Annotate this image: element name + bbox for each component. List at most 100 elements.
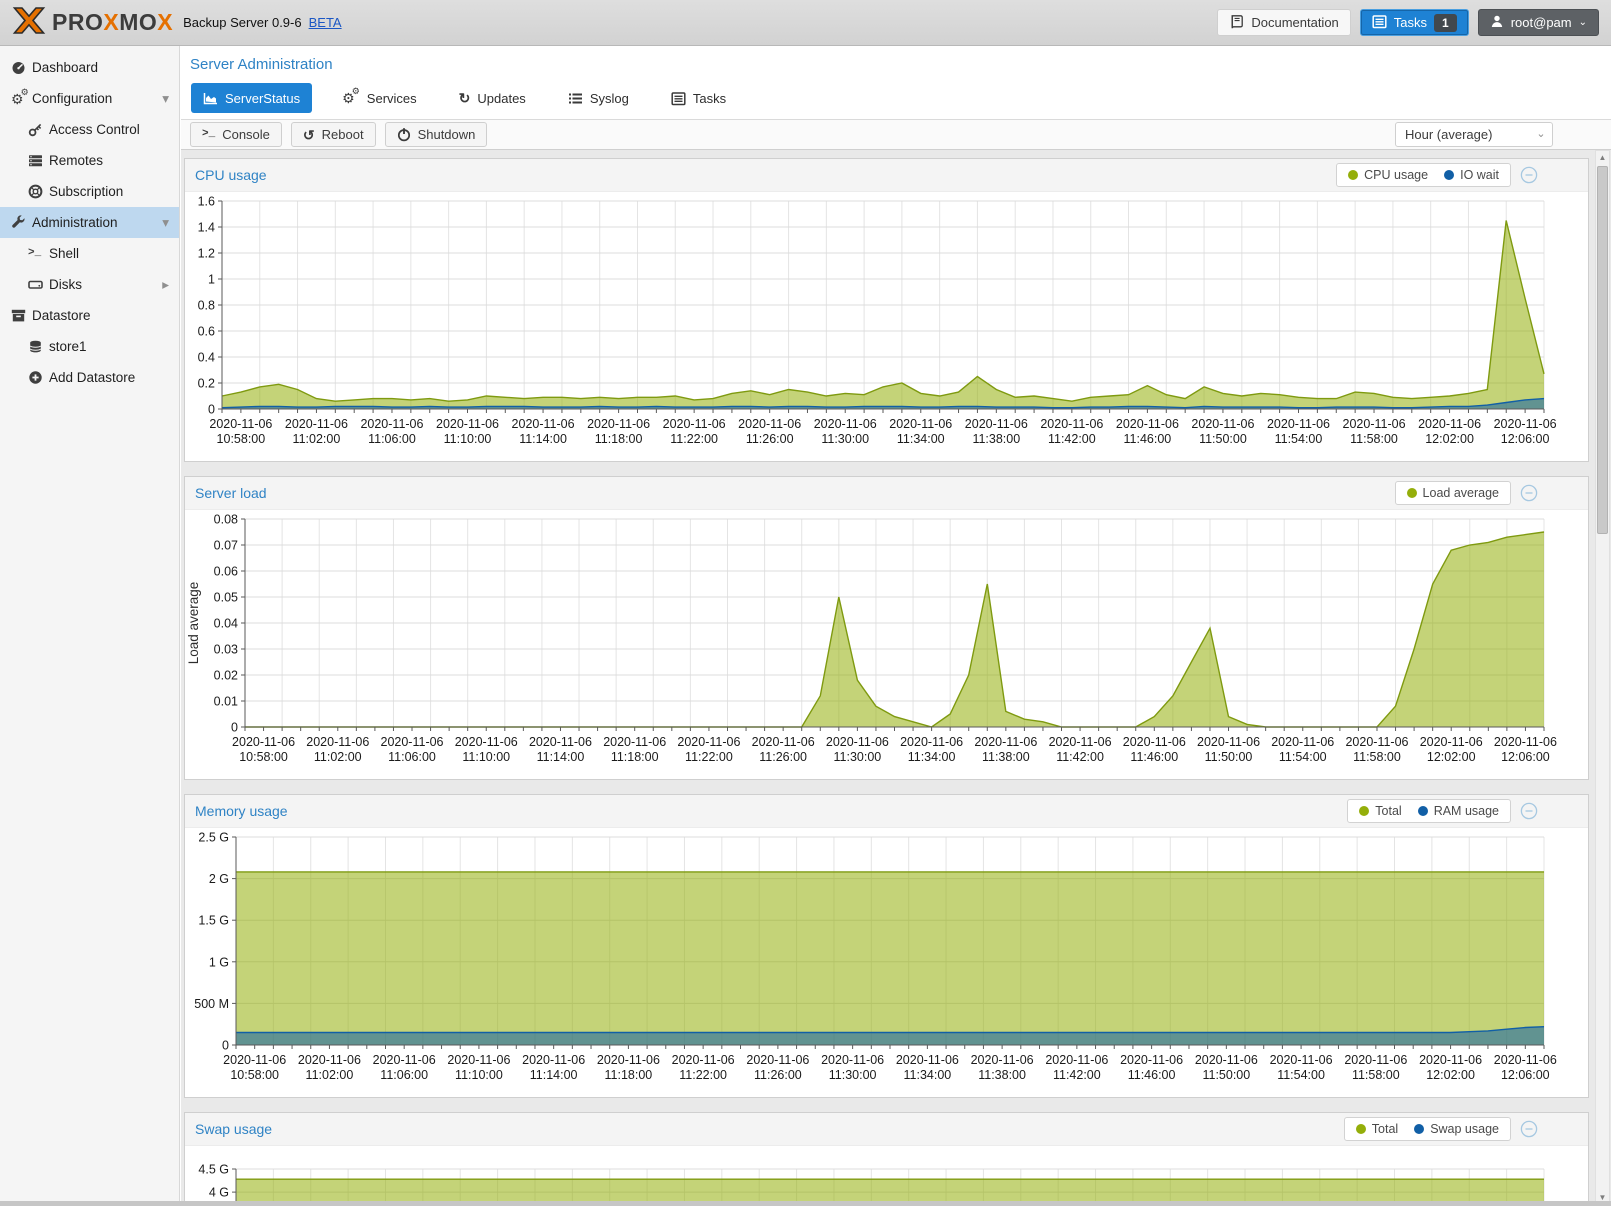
svg-text:0.08: 0.08 [214,513,238,527]
collapse-panel-button[interactable] [1520,802,1538,820]
svg-text:2020-11-06: 2020-11-06 [373,1053,436,1067]
svg-text:2.5 G: 2.5 G [198,831,229,845]
chevron-down-icon[interactable]: ▾ [162,91,169,107]
svg-text:1 G: 1 G [209,955,229,969]
svg-text:11:14:00: 11:14:00 [519,432,567,446]
panel-load: Server loadLoad average00.010.020.030.04… [184,476,1589,780]
svg-text:2020-11-06: 2020-11-06 [746,1053,809,1067]
dashboard-icon [11,60,32,75]
user-menu-button[interactable]: root@pam ⌄ [1478,9,1599,36]
gears-icon: ⚙⚙ [342,91,360,105]
reboot-button[interactable]: ↺Reboot [291,122,376,147]
sidebar-item-label: Remotes [49,153,103,168]
beta-link[interactable]: BETA [309,15,342,30]
chevron-down-icon: ⌄ [1579,18,1587,28]
svg-text:12:02:00: 12:02:00 [1427,750,1476,764]
tab-services[interactable]: ⚙⚙ Services [330,83,429,113]
svg-text:10:58:00: 10:58:00 [239,750,288,764]
documentation-label: Documentation [1251,15,1338,30]
sidebar-item-subscription[interactable]: Subscription [0,176,179,207]
svg-text:0.03: 0.03 [214,643,238,657]
tab-label: Services [367,91,417,106]
svg-text:2020-11-06: 2020-11-06 [223,1053,286,1067]
sidebar-item-remotes[interactable]: Remotes [0,145,179,176]
sidebar-item-configuration[interactable]: ⚙⚙Configuration▾ [0,83,179,114]
console-button[interactable]: >_Console [190,122,282,147]
svg-text:2020-11-06: 2020-11-06 [896,1053,959,1067]
svg-text:0.06: 0.06 [214,565,238,579]
tab-syslog[interactable]: Syslog [556,83,641,113]
svg-text:11:06:00: 11:06:00 [368,432,416,446]
tab-updates[interactable]: ↻Updates [447,83,538,113]
vertical-scrollbar[interactable]: ▲ ▼ [1595,150,1610,1206]
legend-item-total: Total [1359,804,1401,818]
svg-text:11:50:00: 11:50:00 [1199,432,1247,446]
svg-text:11:14:00: 11:14:00 [537,750,585,764]
legend-item-load-average: Load average [1407,486,1499,500]
sidebar-item-dashboard[interactable]: Dashboard [0,52,179,83]
scrollbar-thumb[interactable] [1597,166,1608,534]
time-range-select[interactable]: Hour (average) ⌄ [1395,122,1553,147]
collapse-panel-button[interactable] [1520,484,1538,502]
svg-text:2020-11-06: 2020-11-06 [900,735,963,749]
svg-text:11:30:00: 11:30:00 [821,432,869,446]
chevron-right-icon[interactable]: ▸ [162,277,169,293]
svg-text:2020-11-06: 2020-11-06 [752,735,815,749]
chart-swap: 0500 M1 G1.5 G2 G2.5 G3 G3.5 G4 G4.5 G20… [185,1146,1588,1206]
svg-text:11:46:00: 11:46:00 [1130,750,1178,764]
legend-item-swap-usage: Swap usage [1414,1122,1499,1136]
sidebar-item-shell[interactable]: >_Shell [0,238,179,269]
svg-text:11:22:00: 11:22:00 [679,1068,727,1082]
svg-text:2020-11-06: 2020-11-06 [1040,417,1103,431]
legend-label: Total [1375,804,1401,818]
svg-text:2020-11-06: 2020-11-06 [672,1053,735,1067]
svg-text:2020-11-06: 2020-11-06 [232,735,295,749]
datastore-icon [11,308,32,323]
svg-text:11:14:00: 11:14:00 [530,1068,578,1082]
sidebar-item-datastore[interactable]: Datastore [0,300,179,331]
documentation-button[interactable]: Documentation [1217,9,1350,36]
sidebar-item-disks[interactable]: Disks▸ [0,269,179,300]
legend-item-total: Total [1356,1122,1398,1136]
collapse-panel-button[interactable] [1520,166,1538,184]
legend-dot [1418,806,1428,816]
sidebar-item-administration[interactable]: Administration▾ [0,207,179,238]
sidebar-item-access-control[interactable]: Access Control [0,114,179,145]
svg-text:2020-11-06: 2020-11-06 [436,417,499,431]
svg-text:1.5 G: 1.5 G [198,914,229,928]
collapse-panel-button[interactable] [1520,1120,1538,1138]
terminal-icon: >_ [202,129,215,140]
refresh-icon: ↻ [459,91,471,105]
svg-text:11:30:00: 11:30:00 [829,1068,877,1082]
tasks-icon [671,91,686,106]
sidebar-item-label: store1 [49,339,87,354]
sidebar-item-label: Access Control [49,122,140,137]
user-icon [1490,14,1504,31]
svg-text:2020-11-06: 2020-11-06 [1271,735,1334,749]
chevron-down-icon[interactable]: ▾ [162,215,169,231]
svg-text:10:58:00: 10:58:00 [217,432,266,446]
tab-tasks[interactable]: Tasks [659,83,738,113]
svg-text:0: 0 [208,403,215,417]
proxmox-wordmark: PROXMOX [52,9,173,36]
tasks-button[interactable]: Tasks 1 [1360,9,1469,36]
svg-text:1.6: 1.6 [198,195,215,209]
tab-serverstatus[interactable]: ServerStatus [191,83,312,113]
svg-text:11:46:00: 11:46:00 [1124,432,1172,446]
tab-label: ServerStatus [225,91,300,106]
svg-text:11:46:00: 11:46:00 [1128,1068,1176,1082]
svg-text:11:42:00: 11:42:00 [1048,432,1096,446]
legend-dot [1414,1124,1424,1134]
panel-memory: Memory usageTotalRAM usage0500 M1 G1.5 G… [184,794,1589,1098]
sidebar-item-store1[interactable]: store1 [0,331,179,362]
sidebar-item-add-datastore[interactable]: Add Datastore [0,362,179,393]
svg-text:2020-11-06: 2020-11-06 [1494,417,1557,431]
shutdown-button[interactable]: Shutdown [385,122,488,147]
product-version: Backup Server 0.9-6 [183,15,302,30]
svg-text:2020-11-06: 2020-11-06 [285,417,348,431]
scroll-up-arrow[interactable]: ▲ [1596,151,1609,165]
sidebar-nav: Dashboard⚙⚙Configuration▾ Access Control R… [0,46,180,1206]
svg-text:11:38:00: 11:38:00 [982,750,1030,764]
svg-text:500 M: 500 M [194,997,229,1011]
svg-text:11:10:00: 11:10:00 [462,750,510,764]
